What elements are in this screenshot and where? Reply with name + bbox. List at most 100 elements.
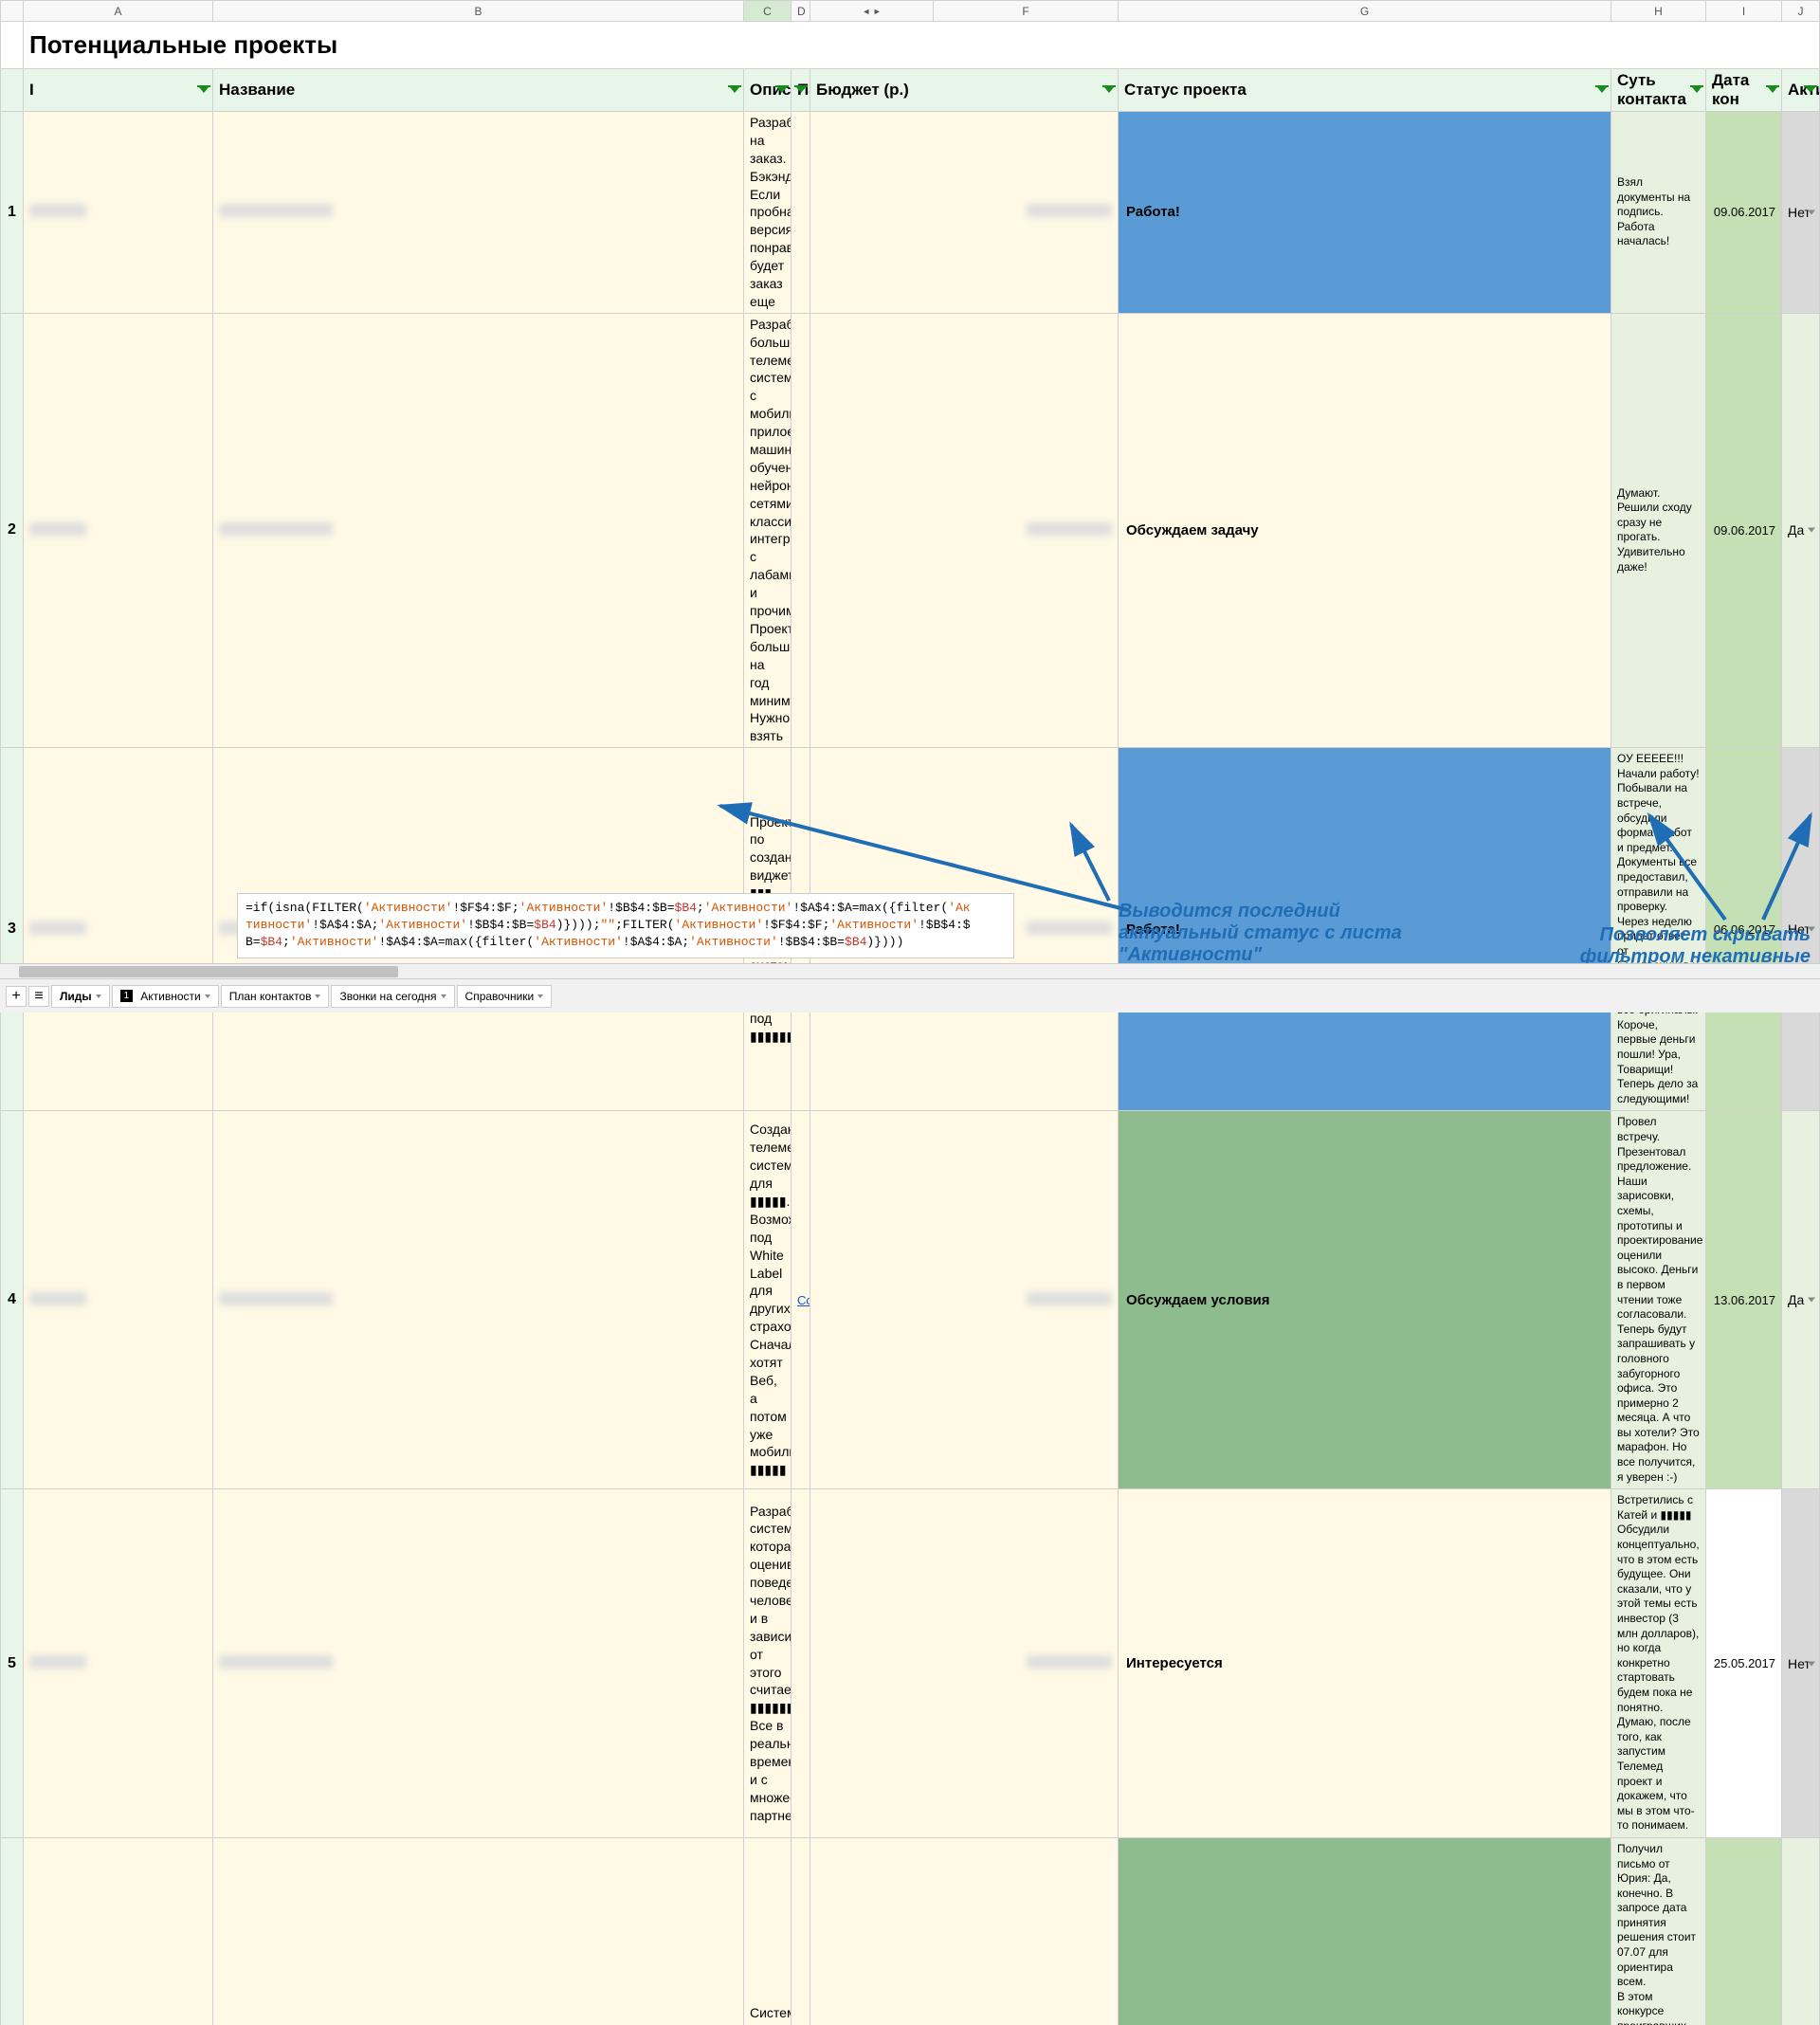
id-cell[interactable] — [24, 313, 213, 747]
filter-icon[interactable] — [1104, 87, 1114, 93]
table-row: 5 Разработка системы, которая оценивает п… — [1, 1489, 1820, 1838]
filter-icon[interactable] — [730, 87, 739, 93]
id-cell[interactable] — [24, 748, 213, 1111]
budget-cell[interactable] — [810, 1837, 1119, 2025]
folder-cell[interactable] — [792, 313, 810, 747]
active-cell[interactable]: Да — [1782, 1837, 1820, 2025]
contact-cell[interactable]: Думают. Решили сходу сразу не прогать. У… — [1611, 313, 1706, 747]
folder-cell[interactable] — [792, 1489, 810, 1838]
description-cell[interactable]: Разработка на заказ. Бэкэнд. Если пробна… — [744, 112, 792, 314]
budget-cell[interactable] — [810, 313, 1119, 747]
date-cell[interactable]: 25.05.2017 — [1706, 1489, 1782, 1838]
hdr-contact[interactable]: Суть контакта — [1611, 69, 1706, 112]
chevron-down-icon[interactable] — [205, 994, 210, 998]
chevron-down-icon[interactable] — [441, 994, 446, 998]
name-cell[interactable] — [213, 112, 744, 314]
hdr-date[interactable]: Дата кон — [1706, 69, 1782, 112]
id-cell[interactable] — [24, 1489, 213, 1838]
contact-cell[interactable]: Взял документы на подпись. Работа начала… — [1611, 112, 1706, 314]
dropdown-icon[interactable] — [1808, 528, 1815, 533]
row-number[interactable]: 5 — [1, 1489, 24, 1838]
folder-cell[interactable]: Ссылка — [792, 1111, 810, 1489]
add-sheet-button[interactable]: + — [6, 986, 27, 1007]
description-cell[interactable]: Система управления электронными банковск… — [744, 1837, 792, 2025]
folder-cell[interactable] — [792, 112, 810, 314]
col-G[interactable]: G — [1119, 1, 1611, 22]
tab-activities[interactable]: 1Активности — [112, 985, 219, 1008]
hdr-desc[interactable]: Описание — [744, 69, 792, 112]
folder-cell[interactable]: Ссылка — [792, 1837, 810, 2025]
description-cell[interactable]: Разработка системы, которая оценивает по… — [744, 1489, 792, 1838]
active-cell[interactable]: Да — [1782, 1111, 1820, 1489]
col-F[interactable]: F — [934, 1, 1119, 22]
filter-icon[interactable] — [1768, 87, 1777, 93]
col-D[interactable]: D — [792, 1, 810, 22]
scrollbar-thumb[interactable] — [19, 966, 398, 977]
date-cell[interactable]: 08.06.2017 — [1706, 1837, 1782, 2025]
col-corner[interactable] — [1, 1, 24, 22]
row-number[interactable]: 4 — [1, 1111, 24, 1489]
budget-cell[interactable] — [810, 112, 1119, 314]
dropdown-icon[interactable] — [1808, 1298, 1815, 1303]
date-cell[interactable]: 13.06.2017 — [1706, 1111, 1782, 1489]
budget-cell[interactable] — [810, 1111, 1119, 1489]
name-cell[interactable] — [213, 1111, 744, 1489]
row-number[interactable]: 2 — [1, 313, 24, 747]
hdr-id[interactable]: I — [24, 69, 213, 112]
description-cell[interactable]: Разработка большой телемедицинской систе… — [744, 313, 792, 747]
tab-contact-plan[interactable]: План контактов — [221, 985, 330, 1008]
id-cell[interactable] — [24, 1837, 213, 2025]
id-cell[interactable] — [24, 112, 213, 314]
col-I[interactable]: I — [1706, 1, 1782, 22]
active-cell[interactable]: Да — [1782, 313, 1820, 747]
tab-references[interactable]: Справочники — [457, 985, 553, 1008]
row-number[interactable]: 3 — [1, 748, 24, 1111]
contact-cell[interactable]: Провел встречу. Презентовал предложение.… — [1611, 1111, 1706, 1489]
chevron-down-icon[interactable] — [537, 994, 543, 998]
row-number[interactable]: 6 — [1, 1837, 24, 2025]
hdr-name[interactable]: Название — [213, 69, 744, 112]
hdr-status[interactable]: Статус проекта — [1119, 69, 1611, 112]
col-collapse[interactable]: ◄ ► — [810, 1, 934, 22]
tab-calls-today[interactable]: Звонки на сегодня — [331, 985, 454, 1008]
filter-icon[interactable] — [1597, 87, 1607, 93]
date-cell[interactable]: 09.06.2017 — [1706, 112, 1782, 314]
status-cell[interactable]: Обсуждаем условия — [1119, 1837, 1611, 2025]
status-cell[interactable]: Обсуждаем задачу — [1119, 313, 1611, 747]
active-cell[interactable]: Нет — [1782, 1489, 1820, 1838]
name-cell[interactable] — [213, 1489, 744, 1838]
budget-cell[interactable] — [810, 1489, 1119, 1838]
filter-icon[interactable] — [777, 87, 787, 93]
col-C[interactable]: C — [744, 1, 792, 22]
name-cell[interactable] — [213, 313, 744, 747]
hdr-active[interactable]: Актив — [1782, 69, 1820, 112]
col-B[interactable]: B — [213, 1, 744, 22]
tab-leads[interactable]: Лиды — [51, 985, 110, 1008]
name-cell[interactable] — [213, 1837, 744, 2025]
col-A[interactable]: A — [24, 1, 213, 22]
chevron-down-icon[interactable] — [96, 994, 101, 998]
hdr-folder[interactable]: Папк — [792, 69, 810, 112]
col-H[interactable]: H — [1611, 1, 1706, 22]
horizontal-scrollbar[interactable] — [0, 963, 1820, 978]
active-cell[interactable]: Нет — [1782, 112, 1820, 314]
contact-cell[interactable]: Встретились с Катей и ▮▮▮▮▮ Обсудили кон… — [1611, 1489, 1706, 1838]
contact-cell[interactable]: Получил письмо от Юрия: Да, конечно. В з… — [1611, 1837, 1706, 2025]
id-cell[interactable] — [24, 1111, 213, 1489]
row-number[interactable]: 1 — [1, 112, 24, 314]
status-cell[interactable]: Обсуждаем условия — [1119, 1111, 1611, 1489]
filter-icon[interactable] — [199, 87, 209, 93]
date-cell[interactable]: 09.06.2017 — [1706, 313, 1782, 747]
description-cell[interactable]: Создание телемедицинской системы для ▮▮▮… — [744, 1111, 792, 1489]
dropdown-icon[interactable] — [1808, 1661, 1815, 1666]
status-cell[interactable]: Работа! — [1119, 112, 1611, 314]
dropdown-icon[interactable] — [1808, 210, 1815, 214]
all-sheets-button[interactable]: ≡ — [28, 986, 49, 1007]
filter-icon[interactable] — [1692, 87, 1702, 93]
hdr-budget[interactable]: Бюджет (р.) — [810, 69, 1119, 112]
col-J[interactable]: J — [1782, 1, 1820, 22]
filter-icon[interactable] — [1806, 87, 1815, 93]
chevron-down-icon[interactable] — [315, 994, 320, 998]
status-cell[interactable]: Интересуется — [1119, 1489, 1611, 1838]
filter-icon[interactable] — [796, 87, 806, 93]
